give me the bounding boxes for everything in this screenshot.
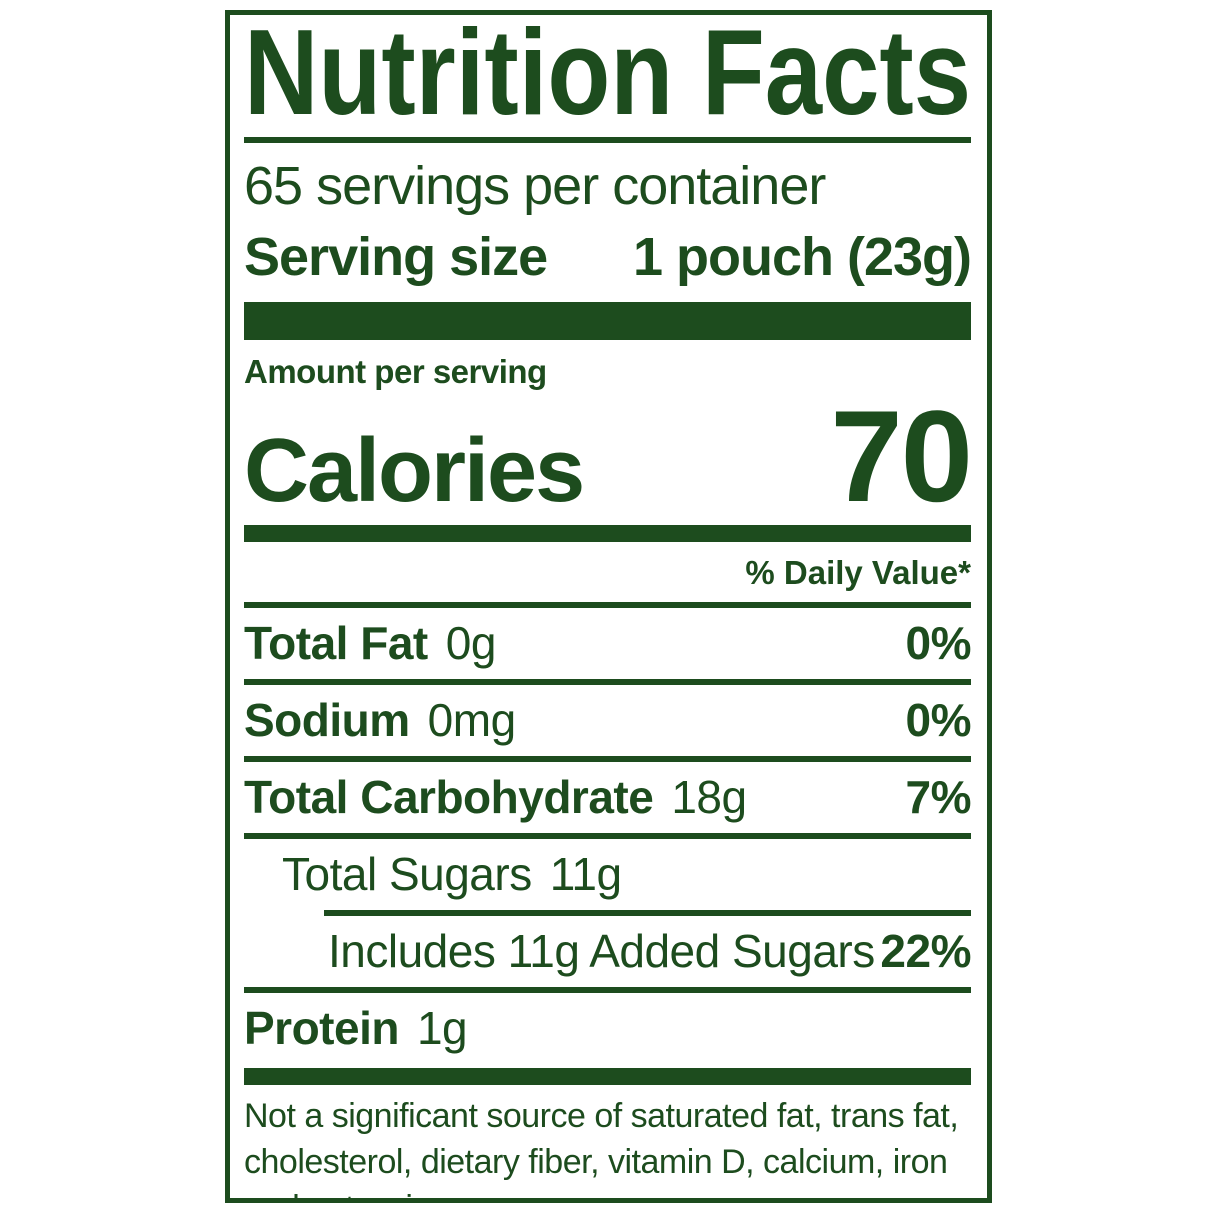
not-significant-note: Not a significant source of saturated fa…: [244, 1097, 959, 1198]
row-divider: [244, 679, 971, 686]
nutrient-dv: 0%: [905, 694, 972, 747]
nutrient-dv: 7%: [905, 771, 972, 824]
nutrient-amount: 0g: [445, 617, 497, 670]
nutrient-dv: 0%: [905, 617, 972, 670]
serving-size-row: Serving size 1 pouch (23g): [244, 226, 972, 288]
nutrient-name: Protein: [244, 1002, 399, 1055]
nutrient-row-total-carbohydrate: Total Carbohydrate 18g 7%: [244, 762, 972, 833]
amount-per-serving-label: Amount per serving: [244, 353, 547, 391]
nutrient-row-total-fat: Total Fat 0g 0%: [244, 608, 972, 679]
serving-size-value: 1 pouch (23g): [632, 227, 972, 288]
calories-row: Calories 70: [244, 381, 973, 531]
nutrient-name-amount: Includes 11g Added Sugars: [328, 924, 875, 978]
nutrient-row-protein: Protein 1g: [244, 993, 971, 1064]
nutrient-amount: 1g: [416, 1002, 468, 1055]
nutrient-row-total-sugars: Total Sugars 11g: [244, 839, 971, 910]
row-divider: [244, 833, 971, 840]
nutrient-name: Total Fat: [244, 617, 428, 670]
nutrient-amount: 11g: [549, 848, 622, 901]
nutrient-name-amount: Sodium 0mg: [244, 693, 516, 747]
row-divider: [244, 602, 971, 609]
nutrient-dv: 22%: [880, 925, 971, 978]
label-title-graphic: Nutrition Facts: [244, 25, 971, 129]
serving-size-label: Serving size: [244, 227, 548, 288]
nutrient-name: Total Carbohydrate: [244, 771, 654, 824]
nutrient-name: Sodium: [244, 694, 410, 747]
section-bar-protein: [244, 1068, 971, 1086]
servings-per-container: 65 servings per container: [244, 156, 826, 216]
title-divider: [244, 137, 971, 143]
nutrient-name-amount: Total Sugars 11g: [282, 847, 622, 901]
nutrient-name: Includes 11g Added Sugars: [328, 925, 875, 978]
nutrient-amount: 18g: [671, 771, 747, 824]
daily-value-header: % Daily Value*: [745, 554, 971, 592]
calories-value: 70: [830, 383, 973, 530]
nutrition-facts-label: Nutrition Facts 65 servings per containe…: [225, 10, 992, 1203]
section-bar-thick: [244, 302, 971, 341]
nutrient-amount: 0mg: [427, 694, 516, 747]
nutrient-name-amount: Protein 1g: [244, 1001, 468, 1055]
nutrient-row-sodium: Sodium 0mg 0%: [244, 685, 972, 756]
calories-divider-bar: [244, 525, 971, 543]
row-divider: [244, 756, 971, 763]
row-divider: [244, 987, 971, 994]
row-divider-indented: [324, 910, 971, 917]
nutrient-row-added-sugars: Includes 11g Added Sugars 22%: [244, 916, 971, 987]
nutrient-name: Total Sugars: [282, 848, 532, 901]
nutrient-name-amount: Total Carbohydrate 18g: [244, 770, 747, 824]
calories-label: Calories: [244, 421, 585, 522]
nutrient-name-amount: Total Fat 0g: [244, 616, 496, 670]
page-title: Nutrition Facts: [244, 25, 971, 129]
